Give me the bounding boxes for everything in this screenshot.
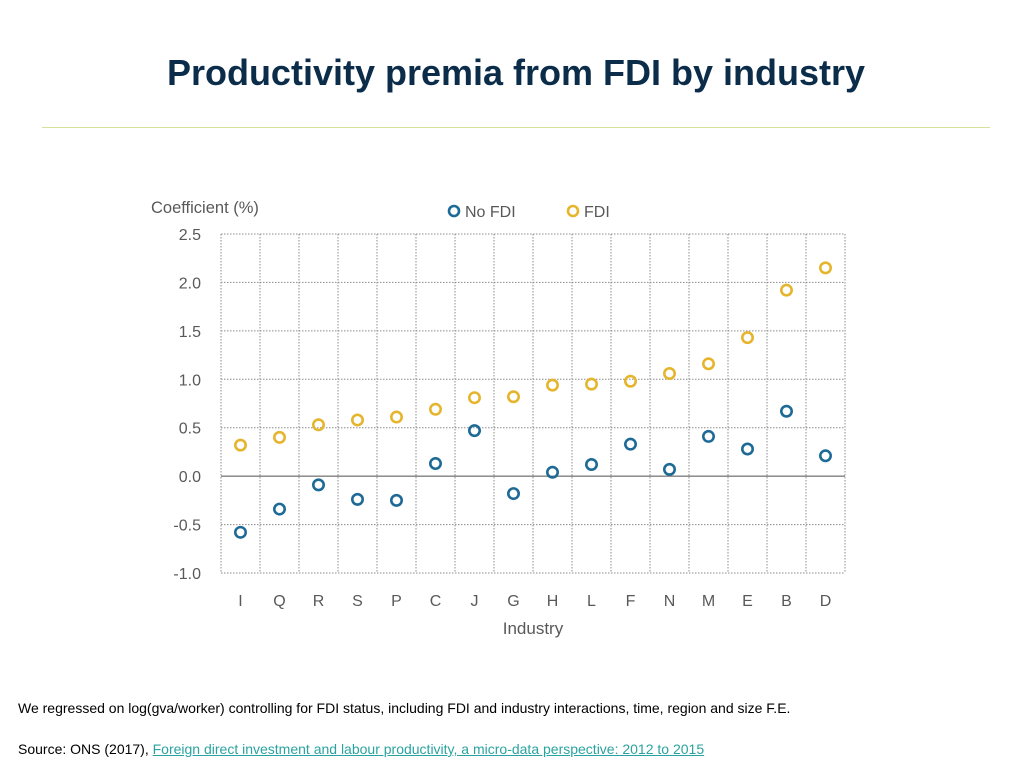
point-no-fdi xyxy=(779,404,793,418)
point-fdi xyxy=(818,261,832,275)
x-tick-label: C xyxy=(430,593,442,610)
x-tick-label: F xyxy=(626,593,636,610)
x-axis-label: Industry xyxy=(503,619,564,638)
point-no-fdi xyxy=(701,429,715,443)
point-fdi xyxy=(389,410,403,424)
point-fdi xyxy=(545,378,559,392)
point-fdi xyxy=(428,402,442,416)
data-points xyxy=(234,261,832,539)
x-tick-label: M xyxy=(702,593,715,610)
slide-title: Productivity premia from FDI by industry xyxy=(166,52,866,93)
legend-marker-fdi xyxy=(566,204,580,218)
x-tick-label: B xyxy=(781,593,792,610)
chart-gridlines xyxy=(220,233,846,574)
point-no-fdi xyxy=(272,502,286,516)
point-no-fdi xyxy=(740,442,754,456)
source-link[interactable]: Foreign direct investment and labour pro… xyxy=(152,741,705,757)
title-divider xyxy=(42,127,990,128)
point-fdi xyxy=(779,283,793,297)
x-tick-label: I xyxy=(238,593,242,610)
y-tick-label: 1.5 xyxy=(179,324,201,341)
point-no-fdi xyxy=(428,457,442,471)
x-tick-label: L xyxy=(587,593,596,610)
point-fdi xyxy=(311,418,325,432)
point-fdi xyxy=(234,438,248,452)
x-tick-label: J xyxy=(471,593,479,610)
x-tick-label: G xyxy=(507,593,519,610)
point-no-fdi xyxy=(350,492,364,506)
point-no-fdi xyxy=(818,449,832,463)
point-fdi xyxy=(584,377,598,391)
point-fdi xyxy=(701,357,715,371)
y-tick-label: 2.0 xyxy=(179,275,201,292)
point-fdi xyxy=(467,391,481,405)
x-tick-label: N xyxy=(664,593,676,610)
point-no-fdi xyxy=(584,458,598,472)
point-no-fdi xyxy=(311,478,325,492)
regression-footnote: We regressed on log(gva/worker) controll… xyxy=(18,700,791,716)
point-no-fdi xyxy=(467,424,481,438)
point-fdi xyxy=(506,390,520,404)
legend-label-no-fdi: No FDI xyxy=(465,204,516,221)
legend-marker-no-fdi xyxy=(447,204,461,218)
y-tick-label: -0.5 xyxy=(173,518,201,535)
y-tick-label: 0.0 xyxy=(179,469,201,486)
point-no-fdi xyxy=(506,487,520,501)
x-tick-label: R xyxy=(313,593,325,610)
x-tick-label: S xyxy=(352,593,363,610)
point-no-fdi xyxy=(623,437,637,451)
point-fdi xyxy=(350,413,364,427)
point-fdi xyxy=(740,331,754,345)
y-tick-label: 0.5 xyxy=(179,421,201,438)
point-fdi xyxy=(662,366,676,380)
source-citation: Source: ONS (2017), Foreign direct inves… xyxy=(18,741,704,757)
point-no-fdi xyxy=(545,465,559,479)
point-no-fdi xyxy=(662,462,676,476)
x-tick-label: Q xyxy=(273,593,285,610)
x-tick-label: P xyxy=(391,593,402,610)
chart-legend: No FDI FDI xyxy=(447,204,610,221)
legend-label-fdi: FDI xyxy=(584,204,610,221)
x-tick-label: H xyxy=(547,593,559,610)
y-tick-label: 1.0 xyxy=(179,372,201,389)
y-tick-label: -1.0 xyxy=(173,566,201,583)
y-tick-labels: 2.5 2.0 1.5 1.0 0.5 0.0 -0.5 -1.0 xyxy=(173,227,201,583)
x-tick-label: E xyxy=(742,593,753,610)
point-no-fdi xyxy=(234,525,248,539)
y-tick-label: 2.5 xyxy=(179,227,201,244)
point-fdi xyxy=(623,374,637,388)
point-no-fdi xyxy=(389,493,403,507)
point-fdi xyxy=(272,430,286,444)
x-tick-label: D xyxy=(820,593,832,610)
source-prefix: Source: ONS (2017), xyxy=(18,741,153,757)
y-axis-label: Coefficient (%) xyxy=(151,199,259,217)
